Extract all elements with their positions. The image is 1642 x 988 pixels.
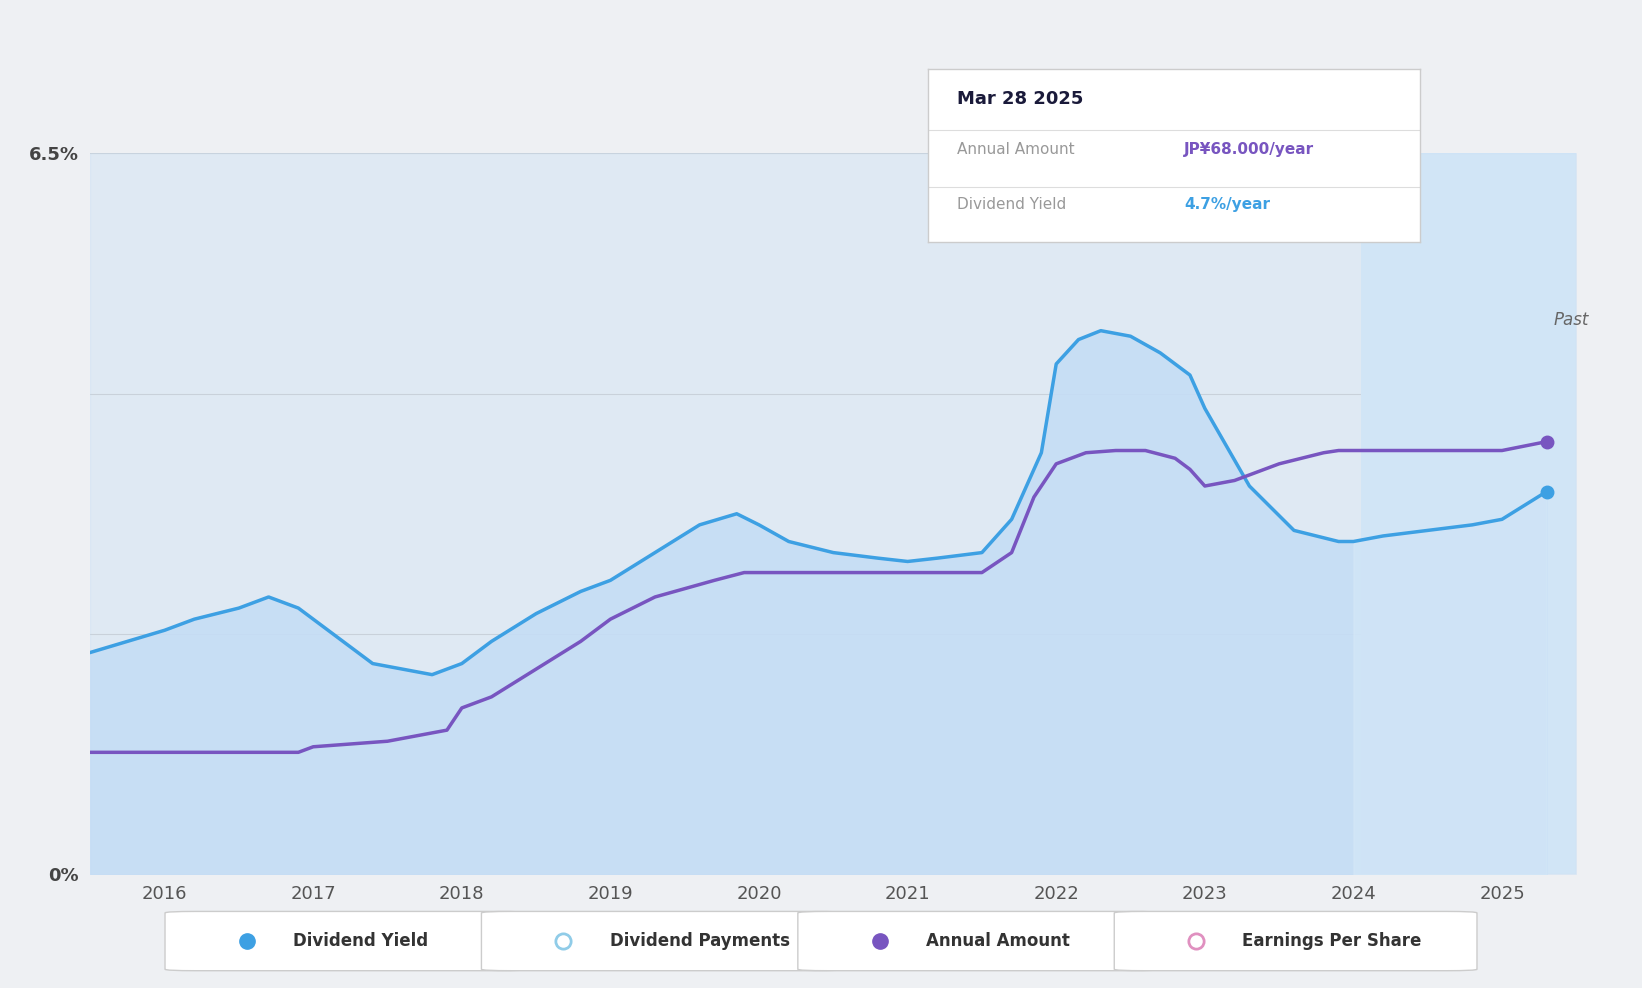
FancyBboxPatch shape <box>481 911 844 970</box>
Text: Dividend Yield: Dividend Yield <box>294 932 429 950</box>
Bar <box>1361 153 1576 874</box>
Text: Dividend Payments: Dividend Payments <box>609 932 790 950</box>
Text: Annual Amount: Annual Amount <box>957 142 1076 157</box>
Text: Dividend Yield: Dividend Yield <box>957 198 1067 212</box>
Text: Earnings Per Share: Earnings Per Share <box>1243 932 1422 950</box>
FancyBboxPatch shape <box>1115 911 1478 970</box>
FancyBboxPatch shape <box>798 911 1161 970</box>
Text: JP¥68.000/year: JP¥68.000/year <box>1184 142 1314 157</box>
Text: 4.7%/year: 4.7%/year <box>1184 198 1269 212</box>
Text: Past: Past <box>1553 310 1589 329</box>
Text: Annual Amount: Annual Amount <box>926 932 1071 950</box>
FancyBboxPatch shape <box>164 911 527 970</box>
Text: Mar 28 2025: Mar 28 2025 <box>957 90 1084 108</box>
